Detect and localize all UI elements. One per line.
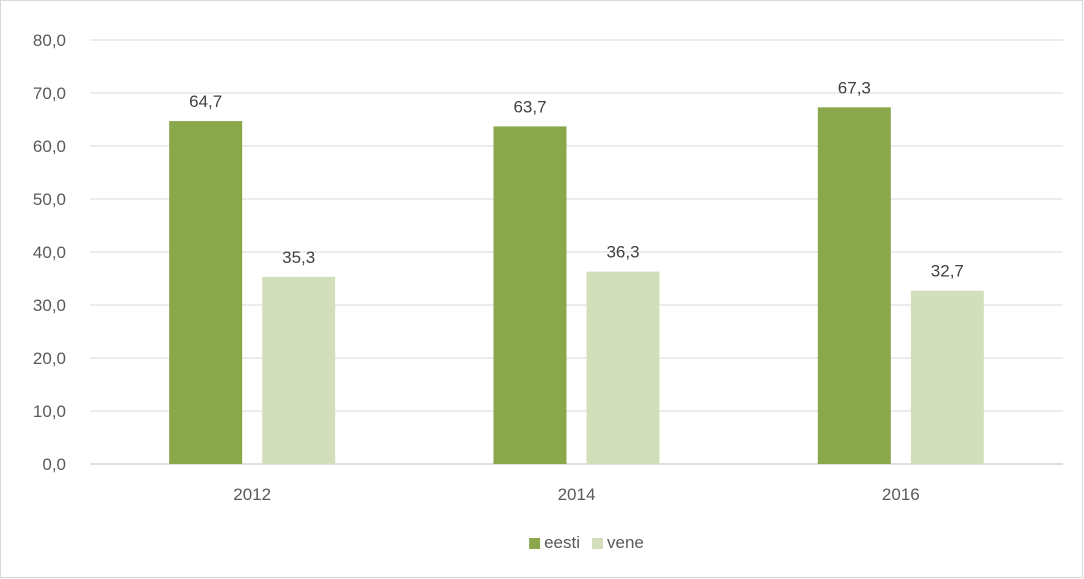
y-tick-label: 20,0 — [33, 349, 66, 368]
legend-swatch — [592, 538, 604, 549]
legend-label: vene — [607, 533, 644, 552]
bar-eesti-2016 — [817, 107, 891, 464]
bar-vene-2014 — [586, 271, 660, 464]
y-axis: 0,0 10,0 20,0 30,0 40,0 50,0 60,0 70,0 80,0 — [33, 31, 66, 474]
bar-vene-2016 — [910, 290, 984, 464]
y-tick-label: 40,0 — [33, 243, 66, 262]
bar-vene-2012 — [262, 276, 336, 464]
x-tick-label: 2014 — [558, 485, 596, 504]
y-tick-label: 60,0 — [33, 137, 66, 156]
legend-item-vene: vene — [592, 533, 644, 552]
x-tick-label: 2016 — [882, 485, 920, 504]
y-tick-label: 50,0 — [33, 190, 66, 209]
bar-eesti-2014 — [493, 126, 567, 464]
bar-eesti-2012 — [169, 121, 243, 464]
data-label-eesti-2012: 64,7 — [189, 92, 222, 111]
y-tick-label: 80,0 — [33, 31, 66, 50]
data-label-eesti-2014: 63,7 — [513, 97, 546, 116]
y-tick-label: 30,0 — [33, 296, 66, 315]
data-label-eesti-2016: 67,3 — [838, 78, 871, 97]
legend-item-eesti: eesti — [529, 533, 580, 552]
legend-swatch — [529, 538, 541, 549]
data-label-vene-2012: 35,3 — [282, 248, 315, 267]
y-tick-label: 0,0 — [42, 455, 66, 474]
x-tick-label: 2012 — [233, 485, 271, 504]
gridlines — [90, 39, 1063, 465]
y-tick-label: 70,0 — [33, 84, 66, 103]
y-tick-label: 10,0 — [33, 402, 66, 421]
data-label-vene-2016: 32,7 — [931, 262, 964, 281]
data-label-vene-2014: 36,3 — [606, 243, 639, 262]
data-labels: 64,7 35,3 63,7 36,3 67,3 32,7 — [189, 78, 964, 280]
bars — [169, 107, 984, 464]
legend-label: eesti — [544, 533, 580, 552]
legend: eesti vene — [529, 533, 644, 552]
x-axis: 2012 2014 2016 — [233, 485, 919, 504]
